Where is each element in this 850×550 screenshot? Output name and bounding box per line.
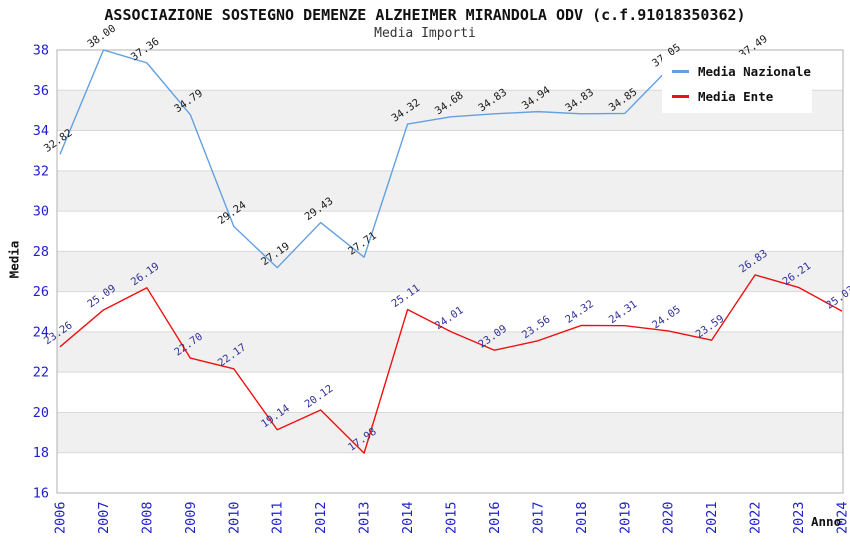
svg-text:28: 28 bbox=[33, 244, 49, 260]
svg-text:2008: 2008 bbox=[139, 501, 155, 534]
chart-subtitle: Media Importi bbox=[374, 26, 476, 41]
legend-item-media-nazionale: Media Nazionale bbox=[672, 62, 811, 81]
svg-text:2013: 2013 bbox=[357, 501, 373, 534]
svg-text:2011: 2011 bbox=[270, 501, 286, 534]
svg-text:2006: 2006 bbox=[53, 501, 69, 534]
svg-text:24: 24 bbox=[33, 324, 49, 340]
svg-text:20: 20 bbox=[33, 405, 49, 421]
svg-text:37.36: 37.36 bbox=[129, 35, 162, 63]
svg-text:38: 38 bbox=[33, 43, 49, 59]
svg-text:2023: 2023 bbox=[791, 501, 807, 534]
svg-text:2015: 2015 bbox=[444, 501, 460, 534]
svg-text:2020: 2020 bbox=[661, 501, 677, 534]
legend-label-media-nazionale: Media Nazionale bbox=[698, 64, 811, 79]
svg-text:2014: 2014 bbox=[400, 501, 416, 534]
svg-text:38.00: 38.00 bbox=[85, 23, 118, 51]
svg-text:24.01: 24.01 bbox=[433, 304, 466, 332]
svg-text:30: 30 bbox=[33, 204, 49, 220]
svg-text:2007: 2007 bbox=[96, 501, 112, 534]
svg-text:2016: 2016 bbox=[487, 501, 503, 534]
x-axis-title: Anno bbox=[811, 514, 842, 529]
svg-text:2017: 2017 bbox=[530, 501, 546, 534]
svg-text:2024: 2024 bbox=[835, 501, 850, 534]
media-nazionale-line-icon bbox=[672, 69, 689, 74]
legend-item-media-ente: Media Ente bbox=[672, 87, 804, 106]
svg-text:2022: 2022 bbox=[748, 501, 764, 534]
y-axis-title: Media bbox=[6, 240, 22, 279]
svg-text:22: 22 bbox=[33, 365, 49, 381]
svg-text:2009: 2009 bbox=[183, 501, 199, 534]
svg-text:24.31: 24.31 bbox=[607, 298, 640, 326]
svg-text:2018: 2018 bbox=[574, 501, 590, 534]
chart-title: ASSOCIAZIONE SOSTEGNO DEMENZE ALZHEIMER … bbox=[104, 6, 746, 24]
svg-text:32: 32 bbox=[33, 163, 49, 179]
svg-text:2012: 2012 bbox=[313, 501, 329, 534]
legend-label-media-ente: Media Ente bbox=[698, 89, 774, 104]
svg-text:2010: 2010 bbox=[226, 501, 242, 534]
svg-text:20.12: 20.12 bbox=[303, 383, 336, 411]
svg-text:24.32: 24.32 bbox=[563, 298, 596, 326]
svg-text:18: 18 bbox=[33, 445, 49, 461]
svg-text:24.05: 24.05 bbox=[650, 303, 683, 331]
svg-text:2021: 2021 bbox=[704, 501, 720, 534]
media-ente-line-icon bbox=[672, 94, 689, 99]
svg-text:34: 34 bbox=[33, 123, 49, 139]
svg-text:2019: 2019 bbox=[617, 501, 633, 534]
legend: Media Nazionale Media Ente bbox=[662, 55, 812, 113]
svg-text:16: 16 bbox=[33, 486, 49, 502]
svg-text:26: 26 bbox=[33, 284, 49, 300]
svg-text:36: 36 bbox=[33, 83, 49, 99]
